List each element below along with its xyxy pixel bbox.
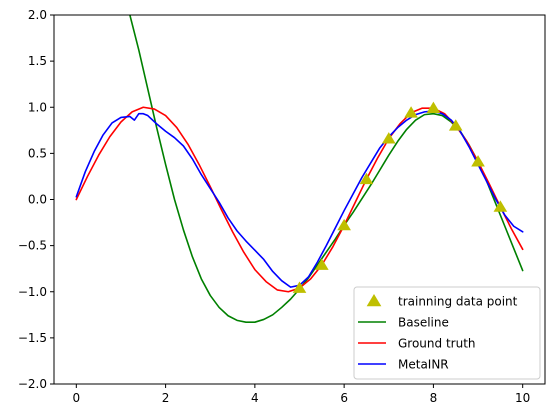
x-tick-label: 10: [515, 391, 530, 405]
y-tick-label: −0.5: [18, 239, 47, 253]
training-data-point: [381, 132, 396, 144]
training-data-point: [471, 155, 485, 167]
y-tick-label: 1.0: [28, 100, 47, 114]
y-tick-label: 0.5: [28, 146, 47, 160]
training-data-point: [493, 200, 508, 212]
x-tick-label: 8: [430, 391, 438, 405]
training-data-point: [359, 172, 374, 185]
training-data-point: [404, 106, 418, 118]
markers-layer: [292, 101, 508, 293]
legend-label-metainr: MetaINR: [398, 358, 449, 372]
legend-label-ground-truth: Ground truth: [398, 337, 476, 351]
training-data-point: [448, 119, 463, 131]
legend-marker-trainning-data-point: [366, 294, 382, 307]
training-data-point: [292, 281, 307, 293]
legend: trainning data point Baseline Ground truth…: [353, 286, 541, 380]
training-data-point: [426, 101, 441, 114]
x-tick-label: 0: [72, 391, 80, 405]
x-tick-label: 2: [162, 391, 170, 405]
training-data-point: [314, 258, 329, 270]
y-tick-label: −1.0: [18, 285, 47, 299]
y-tick-label: −2.0: [18, 377, 47, 391]
y-axis: −2.0 −1.5 −1.0 −0.5 0.0 0.5 1.0 1.5 2.0: [18, 8, 54, 391]
legend-label-trainning-data-point: trainning data point: [398, 295, 518, 309]
y-tick-label: 0.0: [28, 193, 47, 207]
y-tick-label: −1.5: [18, 331, 47, 345]
y-tick-label: 1.5: [28, 54, 47, 68]
x-tick-label: 4: [251, 391, 259, 405]
legend-label-baseline: Baseline: [398, 316, 449, 330]
training-data-point: [337, 218, 351, 231]
legend-box: [353, 286, 541, 380]
y-tick-label: 2.0: [28, 8, 47, 22]
x-tick-label: 6: [340, 391, 348, 405]
series-line-metainr: [75, 110, 524, 288]
x-axis: 0 2 4 6 8 10: [72, 384, 530, 405]
